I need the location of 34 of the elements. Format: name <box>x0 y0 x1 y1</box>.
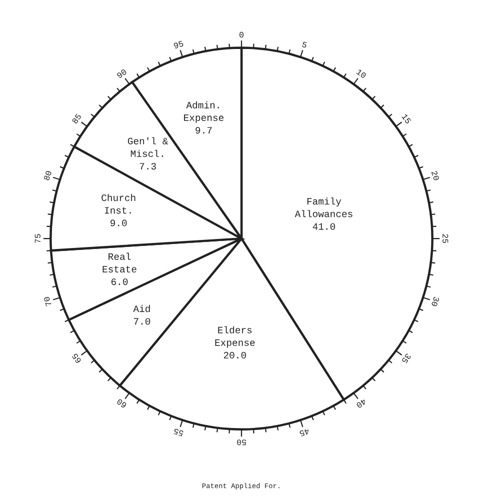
text: 65 <box>72 353 82 364</box>
text: 15 <box>402 114 412 124</box>
text: 55 <box>173 428 184 436</box>
text: 70 <box>44 296 52 307</box>
text: 60 <box>116 398 127 408</box>
text: 50 <box>237 440 246 446</box>
text: 0 <box>240 32 244 38</box>
text: 35 <box>402 353 412 364</box>
data-label: 9.0 <box>110 220 127 226</box>
text: 90 <box>116 68 127 79</box>
text: 45 <box>299 428 310 436</box>
text: 20 <box>431 170 440 181</box>
data-label: 9.7 <box>196 127 212 134</box>
data-label: 41.0 <box>312 223 336 230</box>
slice-label: Elders Expense <box>215 326 255 348</box>
text: 95 <box>173 40 184 49</box>
text: 10 <box>356 68 367 79</box>
text: 75 <box>34 234 40 243</box>
slice-label: Church Inst. <box>102 194 136 214</box>
slice-label: Real Estate <box>102 252 136 272</box>
slice-label: Family Allowances <box>294 197 352 218</box>
text: 25 <box>442 234 448 244</box>
data-label: 7.0 <box>134 318 150 325</box>
data-label: 20.0 <box>224 352 246 359</box>
text: 80 <box>44 170 52 181</box>
slice-label: Gen'l & Miscl. <box>128 137 168 157</box>
text: 40 <box>356 398 367 408</box>
data-label: 7.3 <box>140 162 156 170</box>
text: 85 <box>72 113 82 124</box>
slice-label: Admin. Expense <box>184 101 224 123</box>
text: 30 <box>431 296 440 307</box>
text: 5 <box>302 41 308 48</box>
slice-label: Aid <box>133 304 150 312</box>
data-label: 6.0 <box>111 278 128 286</box>
